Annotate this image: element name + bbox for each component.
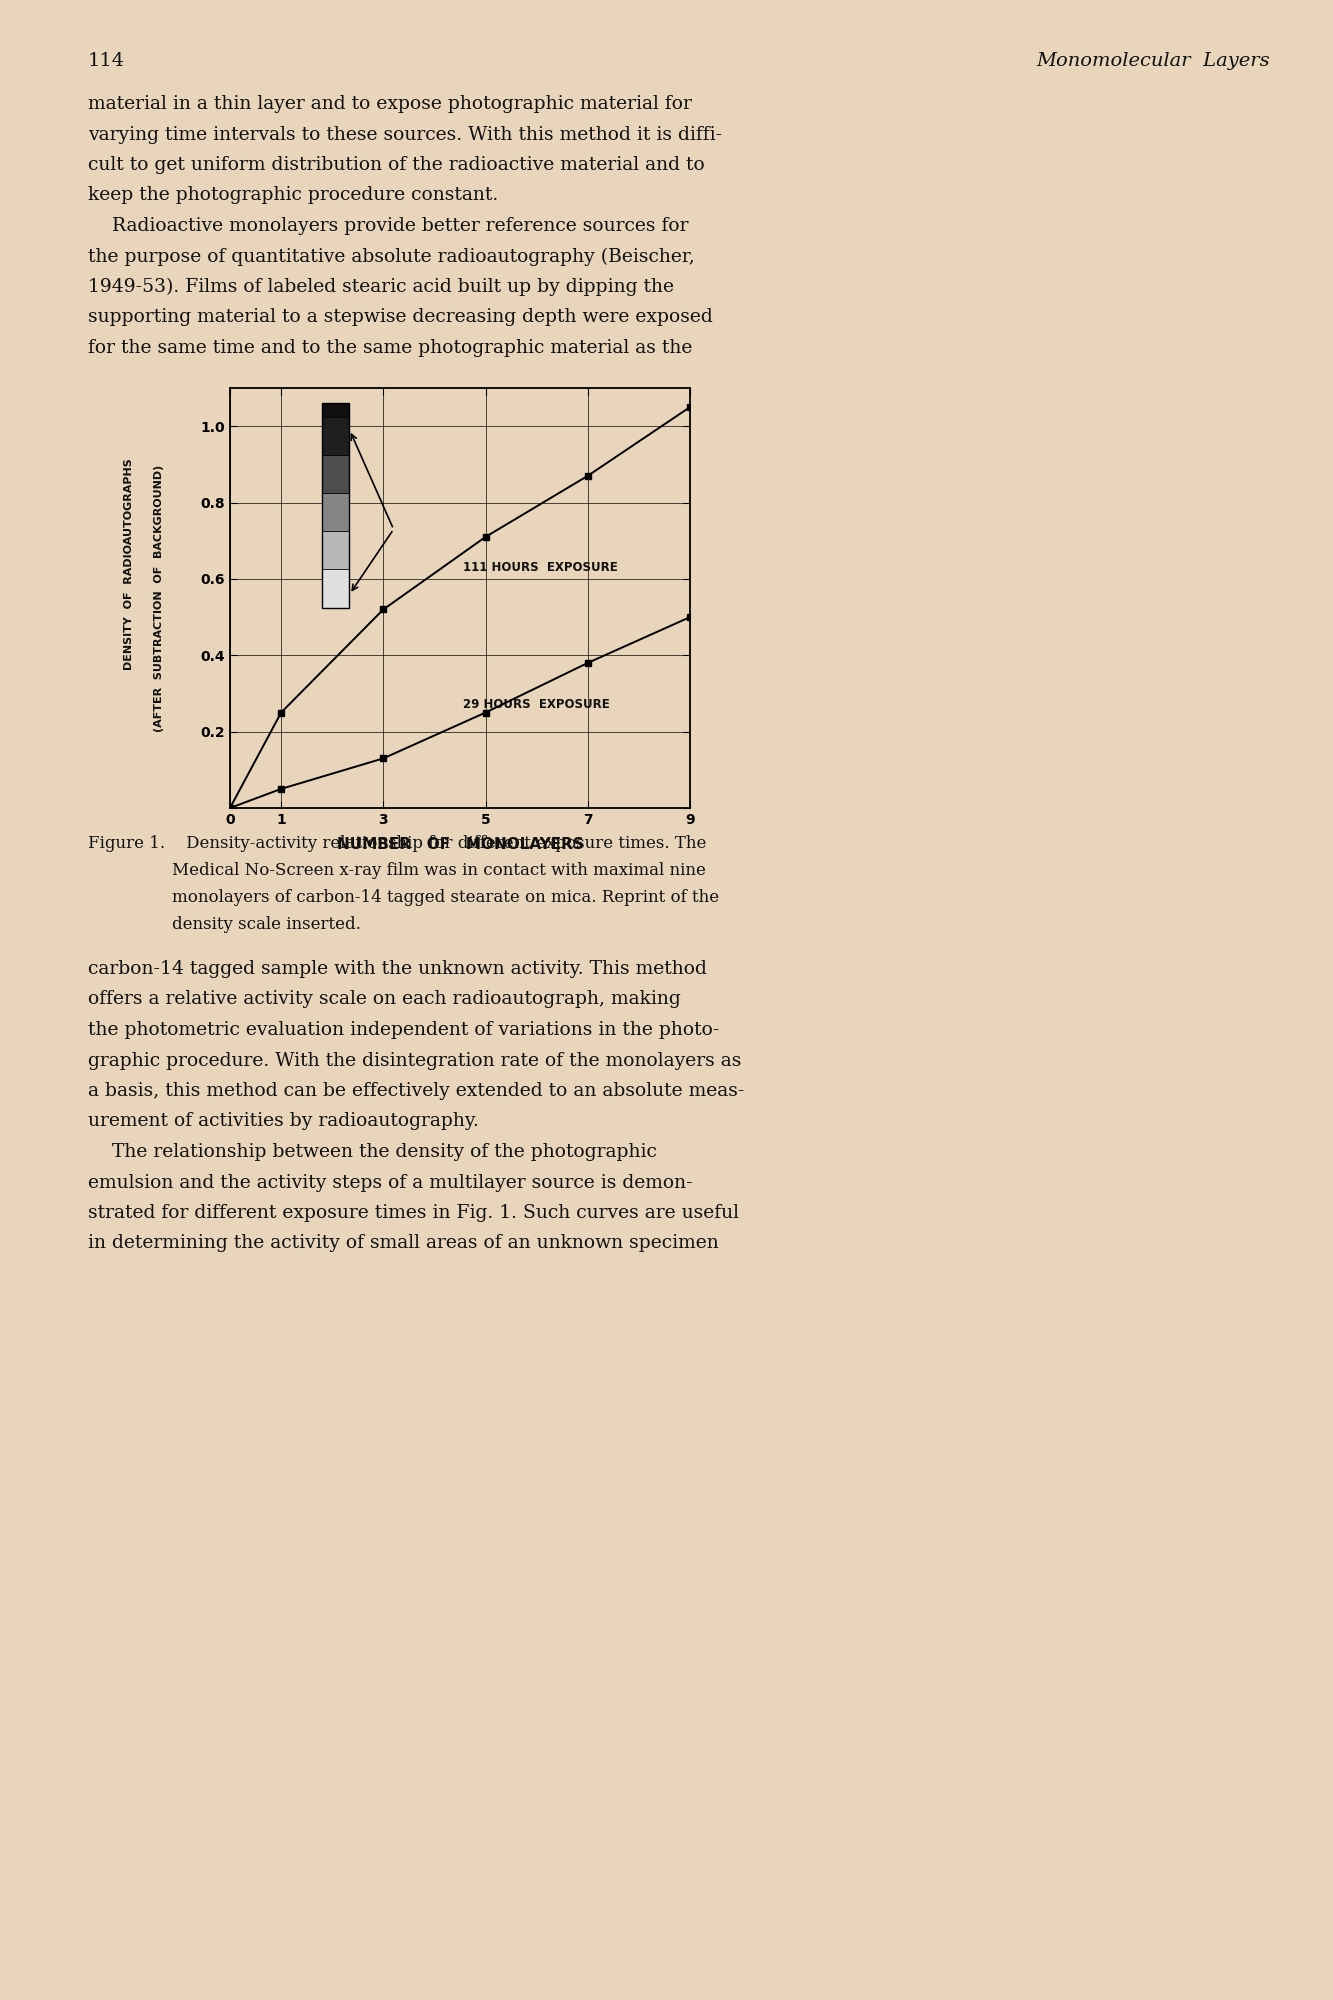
- Text: the purpose of quantitative absolute radioautography (Beischer,: the purpose of quantitative absolute rad…: [88, 248, 694, 266]
- Bar: [323, 416, 348, 454]
- Bar: [323, 454, 348, 494]
- Text: supporting material to a stepwise decreasing depth were exposed: supporting material to a stepwise decrea…: [88, 308, 713, 326]
- Text: for the same time and to the same photographic material as the: for the same time and to the same photog…: [88, 338, 692, 356]
- Bar: [323, 532, 348, 570]
- Bar: [323, 404, 348, 416]
- Text: Medical No-Screen x-ray film was in contact with maximal nine: Medical No-Screen x-ray film was in cont…: [88, 862, 706, 880]
- Text: offers a relative activity scale on each radioautograph, making: offers a relative activity scale on each…: [88, 990, 681, 1008]
- Bar: [323, 570, 348, 608]
- Text: 1949-53). Films of labeled stearic acid built up by dipping the: 1949-53). Films of labeled stearic acid …: [88, 278, 674, 296]
- Text: graphic procedure. With the disintegration rate of the monolayers as: graphic procedure. With the disintegrati…: [88, 1052, 741, 1070]
- Bar: [323, 494, 348, 532]
- Text: material in a thin layer and to expose photographic material for: material in a thin layer and to expose p…: [88, 94, 692, 112]
- Text: a basis, this method can be effectively extended to an absolute meas-: a basis, this method can be effectively …: [88, 1082, 744, 1100]
- Text: carbon-14 tagged sample with the unknown activity. This method: carbon-14 tagged sample with the unknown…: [88, 960, 706, 978]
- Bar: [323, 404, 348, 608]
- Text: urement of activities by radioautography.: urement of activities by radioautography…: [88, 1112, 479, 1130]
- Text: Figure 1.    Density-activity relationship for different exposure times. The: Figure 1. Density-activity relationship …: [88, 836, 706, 852]
- Text: (AFTER  SUBTRACTION  OF  BACKGROUND): (AFTER SUBTRACTION OF BACKGROUND): [153, 464, 164, 732]
- Text: keep the photographic procedure constant.: keep the photographic procedure constant…: [88, 186, 499, 204]
- Text: 111 HOURS  EXPOSURE: 111 HOURS EXPOSURE: [463, 560, 617, 574]
- X-axis label: NUMBER   OF   MONOLAYERS: NUMBER OF MONOLAYERS: [336, 836, 584, 852]
- Text: in determining the activity of small areas of an unknown specimen: in determining the activity of small are…: [88, 1234, 718, 1252]
- Text: 114: 114: [88, 52, 125, 70]
- Text: DENSITY  OF  RADIOAUTOGRAPHS: DENSITY OF RADIOAUTOGRAPHS: [124, 458, 133, 670]
- Text: the photometric evaluation independent of variations in the photo-: the photometric evaluation independent o…: [88, 1020, 720, 1040]
- Text: Radioactive monolayers provide better reference sources for: Radioactive monolayers provide better re…: [88, 216, 689, 234]
- Text: The relationship between the density of the photographic: The relationship between the density of …: [88, 1144, 657, 1160]
- Text: emulsion and the activity steps of a multilayer source is demon-: emulsion and the activity steps of a mul…: [88, 1174, 693, 1192]
- Text: cult to get uniform distribution of the radioactive material and to: cult to get uniform distribution of the …: [88, 156, 705, 174]
- Text: Monomolecular  Layers: Monomolecular Layers: [1036, 52, 1270, 70]
- Text: monolayers of carbon-14 tagged stearate on mica. Reprint of the: monolayers of carbon-14 tagged stearate …: [88, 888, 718, 906]
- Text: 29 HOURS  EXPOSURE: 29 HOURS EXPOSURE: [463, 698, 609, 712]
- Text: varying time intervals to these sources. With this method it is diffi-: varying time intervals to these sources.…: [88, 126, 722, 144]
- Text: strated for different exposure times in Fig. 1. Such curves are useful: strated for different exposure times in …: [88, 1204, 738, 1222]
- Text: density scale inserted.: density scale inserted.: [88, 916, 361, 932]
